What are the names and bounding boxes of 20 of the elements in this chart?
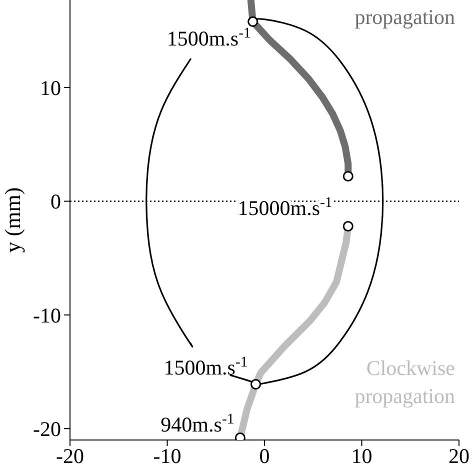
- point: [250, 379, 262, 390]
- point: [248, 16, 258, 27]
- x-tick-label: 20: [448, 444, 470, 468]
- y-tick-label: -10: [33, 303, 61, 328]
- point: [342, 170, 354, 182]
- y-tick-label: 10: [40, 76, 61, 100]
- x-tick-label: 10: [351, 444, 372, 468]
- y-tick-label: -20: [33, 417, 61, 442]
- annotation: 1500m.s$^{-1}$: [166, 26, 251, 51]
- y-axis-title: y (mm): [0, 187, 25, 253]
- annotation: propagation: [354, 5, 456, 29]
- x-tick-label: -20: [56, 444, 84, 468]
- point: [342, 221, 354, 232]
- x-tick-label: -10: [153, 444, 182, 468]
- annotation: Clockwise propagation: [354, 356, 456, 408]
- annotation: 15000m.s$^{-1}$: [238, 195, 332, 220]
- y-tick-label: 0: [50, 190, 61, 214]
- x-tick-label: 0: [259, 444, 270, 468]
- annotation: 1500m.s$^{-1}$: [164, 354, 248, 380]
- annotation: 940m.s$^{-1}$: [160, 412, 234, 437]
